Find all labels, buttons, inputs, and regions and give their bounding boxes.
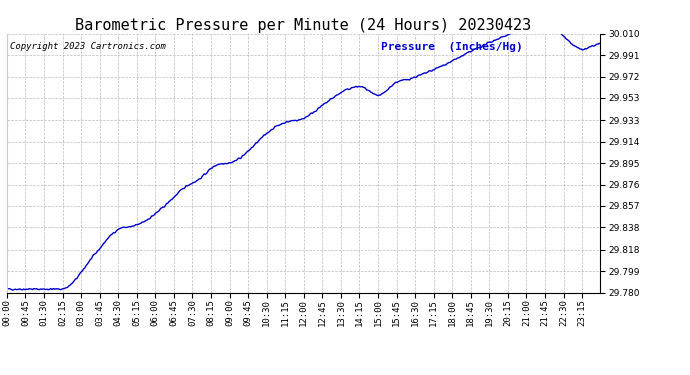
- Text: Copyright 2023 Cartronics.com: Copyright 2023 Cartronics.com: [10, 42, 166, 51]
- Text: Pressure  (Inches/Hg): Pressure (Inches/Hg): [381, 42, 522, 51]
- Title: Barometric Pressure per Minute (24 Hours) 20230423: Barometric Pressure per Minute (24 Hours…: [75, 18, 532, 33]
